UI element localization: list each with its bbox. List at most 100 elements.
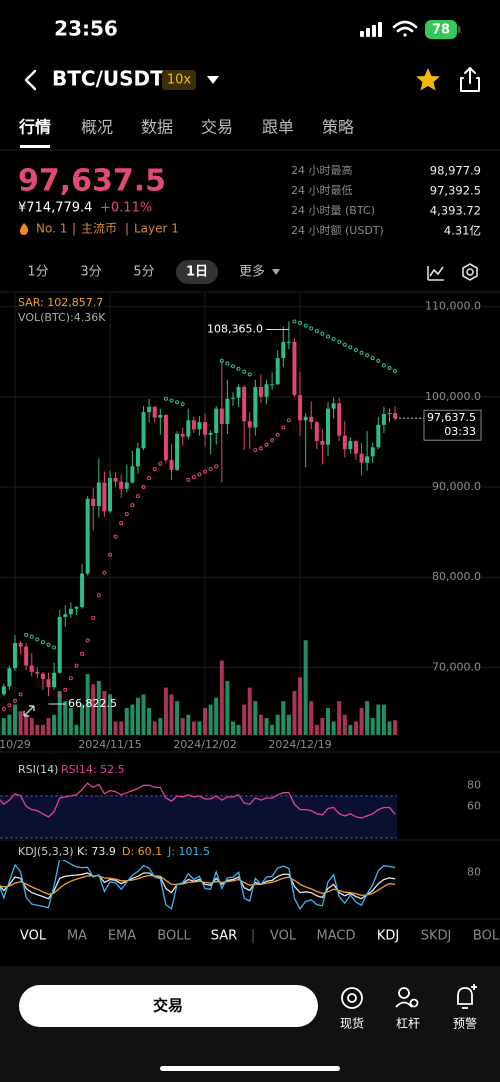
volume-bar [163,687,168,735]
interval[interactable]: 更多 [239,264,265,280]
footer-action[interactable]: 杠杆 [396,1016,420,1031]
sar-dot [18,692,23,697]
volume-bar [141,694,146,735]
volume-bar [119,721,124,735]
candle-body [12,643,17,669]
tab[interactable]: 跟单 [262,118,294,137]
stat-label: 24 小时最高 [291,163,353,177]
stat-value: 97,392.5 [430,184,481,198]
candle-body [135,448,140,467]
indicator-tab[interactable]: VOL [20,929,47,944]
stat-label: 24 小时额 (USDT) [291,224,384,237]
volume-bar [169,694,174,735]
trade-button-label[interactable]: 交易 [153,997,183,1015]
stat-label: 24 小时量 (BTC) [291,204,375,217]
indicator-tab[interactable]: KDJ [377,929,399,944]
indicator-tab[interactable]: MA [67,929,87,944]
candle-body [253,386,258,428]
sar-dot [270,438,275,443]
candle-body [29,665,34,672]
sar-dot [91,615,96,620]
candle-body [381,414,386,425]
alert-icon[interactable] [457,984,477,1009]
footer-action[interactable]: 现货 [340,1016,364,1031]
sar-dot [264,442,269,447]
indicator-tab[interactable]: MACD [317,929,356,944]
candle-body [225,398,230,424]
volume-bar [158,718,163,735]
stat-label: 24 小时最低 [291,184,353,197]
battery-cap [458,26,461,33]
sar-dot [365,353,370,358]
indicator-tab[interactable]: SAR [211,929,237,944]
candle-body [63,614,68,617]
indicator-tab[interactable]: VOL [270,929,297,944]
sar-dot [191,475,196,480]
candle-body [275,358,280,385]
back-button[interactable] [24,69,37,91]
sar-dot [29,634,34,639]
volume-bar [108,694,113,735]
tab[interactable]: 行情 [18,118,51,137]
stat-value: 4,393.72 [430,204,481,218]
volume-bar [264,718,269,735]
volume-bar [286,714,291,735]
stat-value: 98,977.9 [430,164,481,178]
indicator-settings-icon[interactable] [427,266,444,281]
favorite-star[interactable] [416,68,440,91]
interval[interactable]: 1日 [186,265,208,280]
indicator-tab[interactable]: BOLL [157,929,191,944]
volume-bar [281,701,286,735]
indicator-tab[interactable]: BOL [473,929,500,944]
sar-dot [175,400,180,405]
expand-icon[interactable] [23,705,35,717]
volume-bar [381,704,386,735]
tab[interactable]: 概况 [81,118,113,137]
pair-title[interactable]: BTC/USDT [52,67,164,91]
indicator-separator: | [251,928,256,944]
sar-dot [46,642,51,647]
tag-separator: | [72,222,76,236]
share-button[interactable] [460,67,480,92]
leverage: 10x [167,73,192,88]
date-tick-label: 2024/11/15 [78,738,141,751]
more-caret[interactable] [272,269,280,275]
tab[interactable]: 交易 [201,118,233,137]
volume-bar [24,714,29,735]
sar-dot [135,494,140,499]
spot-icon[interactable] [341,987,363,1009]
tab[interactable]: 策略 [322,118,354,137]
footer-action[interactable]: 预警 [453,1016,477,1031]
sar-dot [214,464,219,469]
volume-bar [387,721,392,735]
indicator-tab[interactable]: SKDJ [421,929,452,944]
volume-bar [337,701,342,735]
interval[interactable]: 5分 [133,265,154,280]
volume-bar [52,714,57,735]
volume-bar [113,721,118,735]
volume-bar [292,691,297,735]
kdj-line [0,872,396,900]
rsi-tick-label: 60 [467,799,481,812]
margin-icon[interactable] [395,987,419,1008]
pair-dropdown[interactable] [207,76,219,84]
status-time: 23:56 [54,17,118,41]
candle-body [80,573,85,607]
candle-body [85,498,90,574]
volume-bar [1,718,6,735]
trade-button[interactable] [19,985,318,1027]
battery [425,20,457,39]
sar-dot [85,638,90,643]
sar-dot [387,366,392,371]
interval[interactable]: 1分 [27,265,48,280]
indicator-tab[interactable]: EMA [108,929,136,944]
candle-body [258,386,263,397]
rsi-panel: 80 60 [0,778,481,839]
tab[interactable]: 数据 [141,118,173,137]
signal-icon [360,22,382,37]
candle-body [191,420,196,430]
interval[interactable]: 3分 [80,265,101,280]
sar-dot [113,534,118,539]
chart-settings-icon[interactable] [462,263,478,281]
sar-dot [376,358,381,363]
